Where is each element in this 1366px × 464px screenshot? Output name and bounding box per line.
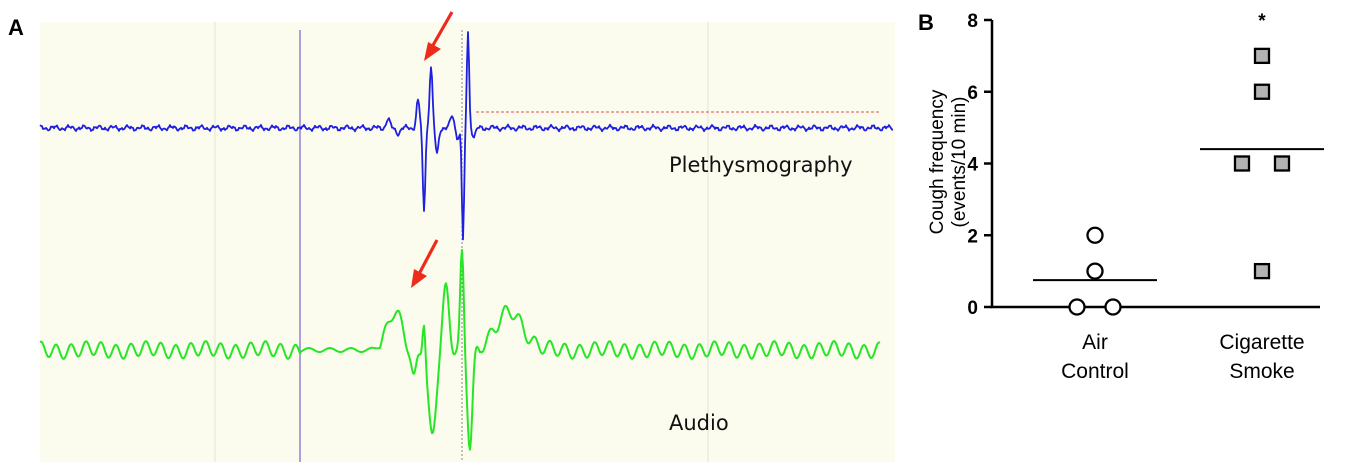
audio-trace (39, 249, 881, 451)
annotations: * (1258, 11, 1266, 32)
point-air-control-4 (1104, 298, 1122, 316)
mean-lines (1033, 148, 1324, 282)
panel-a-recording: A Plethysmography Audio (8, 11, 895, 462)
y-axis-ticks: 0 2 4 6 8 (967, 11, 992, 319)
category-labels: Air Control Cigarette Smoke (1061, 331, 1304, 383)
point-cigarette-smoke-5 (1253, 262, 1271, 280)
y-axis-title-line1: Cough frequency (927, 89, 948, 234)
category-label-2-line2: Smoke (1229, 360, 1294, 383)
arrow-plethysmography (424, 11, 454, 61)
panel-b-chart: B Cough frequency (events/10 min) 02468 … (918, 10, 1324, 383)
y-tick-label-8: 8 (967, 11, 978, 32)
data-points (1068, 47, 1291, 316)
plethysmography-label: Plethysmography (669, 153, 853, 177)
y-axis-title: Cough frequency (events/10 min) (927, 89, 970, 234)
point-cigarette-smoke-3 (1233, 155, 1251, 172)
recording-background (40, 22, 895, 462)
point-air-control-1 (1086, 226, 1104, 244)
category-label-1-line1: Air (1082, 331, 1108, 354)
y-axis-title-line2: (events/10 min) (949, 97, 970, 228)
point-air-control-2 (1086, 262, 1104, 280)
plethysmography-trace (39, 31, 894, 241)
point-cigarette-smoke-1 (1253, 47, 1271, 65)
point-air-control-3 (1068, 298, 1086, 316)
y-tick-label-2: 2 (967, 226, 978, 247)
y-tick-label-0: 0 (967, 298, 978, 319)
audio-label: Audio (669, 411, 729, 435)
panel-b-letter: B (918, 10, 934, 35)
arrow-audio (411, 239, 439, 288)
y-tick-label-6: 6 (967, 83, 978, 104)
significance-asterisk: * (1258, 11, 1266, 32)
point-cigarette-smoke-2 (1253, 83, 1271, 100)
point-cigarette-smoke-4 (1273, 155, 1291, 172)
category-label-1-line2: Control (1061, 360, 1129, 383)
category-label-2-line1: Cigarette (1219, 331, 1304, 354)
recording-gridlines (214, 22, 709, 462)
y-tick-label-4: 4 (967, 155, 978, 176)
panel-a-letter: A (8, 15, 24, 40)
